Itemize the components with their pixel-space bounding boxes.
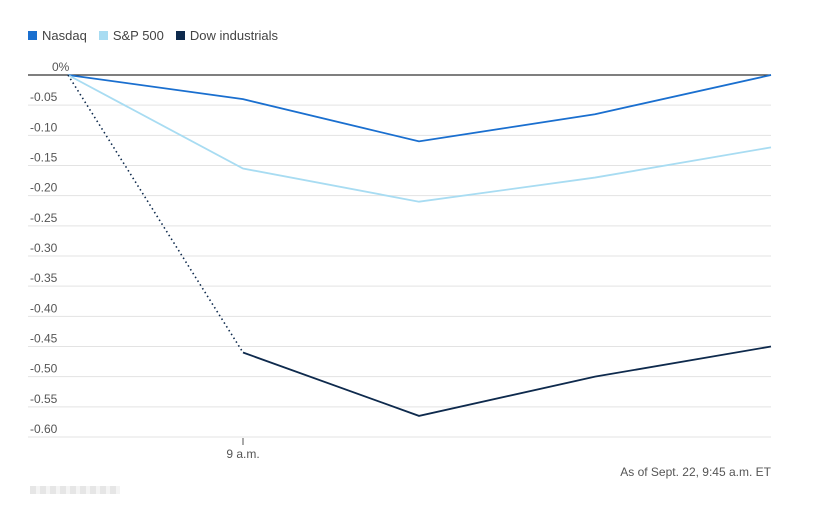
y-tick-label: -0.35 [30,271,58,285]
y-tick-label: -0.45 [30,332,58,346]
y-tick-label: -0.40 [30,301,58,315]
y-tick-label: -0.20 [30,181,58,195]
y-tick-label: -0.25 [30,211,58,225]
y-tick-label: 0% [52,60,70,74]
legend-label-sp500: S&P 500 [112,28,164,43]
legend-swatch-dow [175,31,185,40]
y-tick-label: -0.30 [30,241,58,255]
series-line-dotted-segment [67,74,244,353]
y-tick-label: -0.55 [30,392,58,406]
y-tick-label: -0.05 [30,90,58,104]
series-line [242,345,772,417]
legend-label-dow: Dow industrials [189,28,279,43]
y-tick-label: -0.10 [30,120,58,134]
source-credit-blurred [30,486,120,494]
legend-item-sp500: S&P 500 [98,28,164,43]
legend-swatch-sp500 [98,31,108,40]
legend-item-dow: Dow industrials [175,28,279,43]
y-tick-label: -0.60 [30,422,58,436]
legend-label-nasdaq: Nasdaq [42,28,87,43]
legend-swatch-nasdaq [28,31,37,40]
y-tick-label: -0.15 [30,151,58,165]
legend-item-nasdaq: Nasdaq [28,28,87,43]
as-of-note: As of Sept. 22, 9:45 a.m. ET [620,465,771,479]
series-line [67,74,772,203]
x-tick-label: 9 a.m. [226,447,259,461]
legend: Nasdaq S&P 500 Dow industrials [28,28,278,43]
series-line [67,74,772,143]
y-tick-label: -0.50 [30,362,58,376]
